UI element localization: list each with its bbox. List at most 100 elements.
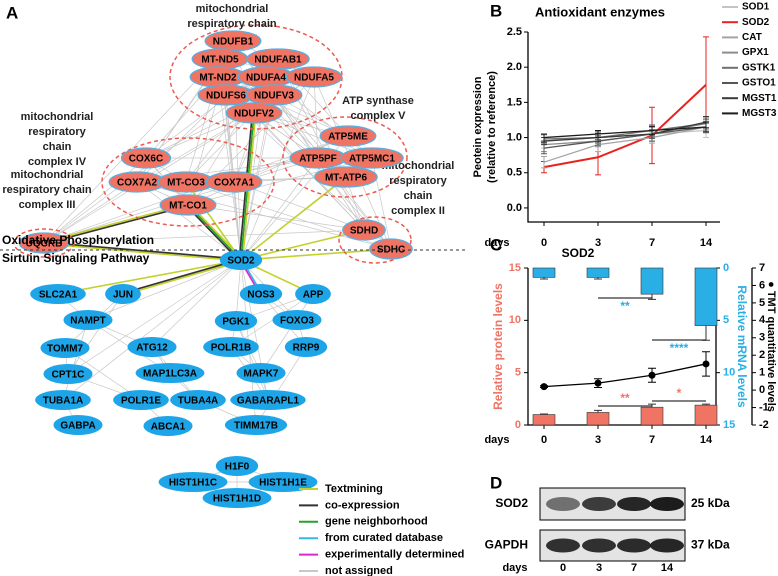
series-line xyxy=(543,126,707,139)
chart-title: SOD2 xyxy=(562,246,595,260)
series-line xyxy=(543,122,707,140)
cluster-label: respiratory chain xyxy=(187,18,277,30)
node-label: COX7A1 xyxy=(214,178,254,189)
network-edge xyxy=(233,181,365,231)
node-label: HIST1H1D xyxy=(213,494,261,505)
network-edge xyxy=(240,76,315,261)
network-edge xyxy=(43,229,365,244)
legend-label: MGST3 xyxy=(742,108,777,119)
node-label: NDUFS6 xyxy=(206,91,246,102)
data-point xyxy=(594,379,602,387)
cluster-outline xyxy=(282,116,408,198)
cluster-outline xyxy=(13,228,75,258)
node-label: NDUFA5 xyxy=(294,73,334,84)
error-bar xyxy=(594,277,602,280)
node-label: SOD2 xyxy=(227,256,255,267)
x-axis-label: days xyxy=(484,434,509,446)
node-label: H1F0 xyxy=(225,462,250,473)
panel-label: B xyxy=(490,1,502,20)
legend-label: not assigned xyxy=(325,565,393,576)
node-label: JUN xyxy=(113,290,133,301)
network-node xyxy=(285,66,343,88)
y-tick-label: 10 xyxy=(509,314,521,326)
network-node xyxy=(53,415,103,435)
y-tick-label: 3 xyxy=(759,332,765,344)
y-tick-label: 5 xyxy=(759,297,765,309)
y-tick-label: 1.0 xyxy=(507,131,522,143)
network-node xyxy=(35,390,91,410)
cluster-label: complex IV xyxy=(28,156,87,168)
bar xyxy=(640,267,664,295)
node-label: NDUFA4 xyxy=(246,73,286,84)
cluster-outline xyxy=(338,216,412,264)
network-edge xyxy=(217,76,242,261)
cluster-label: chain xyxy=(43,141,72,153)
node-label: MT-CO1 xyxy=(169,201,207,212)
error-bar xyxy=(702,325,710,341)
network-edge xyxy=(240,229,365,261)
y-tick-label: 10 xyxy=(723,367,735,379)
network-edge xyxy=(235,320,269,401)
cluster-label: respiratory chain xyxy=(2,184,92,196)
x-tick-label: 14 xyxy=(700,237,713,249)
y-tick-label: 0.5 xyxy=(507,167,522,179)
y-tick-label: 6 xyxy=(759,279,765,291)
network-node xyxy=(63,310,113,330)
node-label: NDUFB1 xyxy=(213,37,254,48)
node-label: HIST1H1C xyxy=(169,478,217,489)
y-tick-label: -1 xyxy=(759,401,769,413)
network-edge xyxy=(57,259,242,295)
network-edge xyxy=(136,94,227,183)
blot-band xyxy=(546,497,580,511)
network-edge xyxy=(187,204,365,231)
legend-label: gene neighborhood xyxy=(325,516,428,528)
blot-lane-label: 3 xyxy=(596,562,602,574)
y-tick-label: 0.0 xyxy=(507,202,522,214)
data-point xyxy=(702,360,710,368)
blot-band xyxy=(546,538,580,553)
node-label: ATG12 xyxy=(136,343,168,354)
significance-label: **** xyxy=(670,341,689,355)
network-edge xyxy=(62,319,89,401)
bar xyxy=(586,412,610,426)
node-label: NDUFV3 xyxy=(254,91,294,102)
network-node xyxy=(248,472,318,492)
blot-band xyxy=(650,497,684,511)
network-node xyxy=(215,456,259,476)
series-line xyxy=(543,121,707,142)
network-edge xyxy=(253,112,365,231)
blot-row-label: SOD2 xyxy=(495,496,528,510)
network-edge xyxy=(185,112,255,183)
network-node xyxy=(170,390,226,410)
node-label: MAPK7 xyxy=(243,369,278,380)
network-edge xyxy=(235,259,242,322)
y-tick-label: 7 xyxy=(759,262,765,274)
network-node xyxy=(239,284,283,304)
node-label: MAP1LC3A xyxy=(143,369,197,380)
cluster-label: respiratory xyxy=(28,126,86,138)
blot-size-label: 25 kDa xyxy=(691,496,730,510)
error-bar xyxy=(703,122,709,132)
blot-band xyxy=(582,497,616,511)
cluster-label: complex III xyxy=(19,199,76,211)
y2-axis-label: Relative mRNA levels xyxy=(735,285,749,408)
error-bar xyxy=(649,125,655,136)
cluster-label: mitochondrial xyxy=(196,3,269,15)
network-node xyxy=(340,147,404,169)
series-line xyxy=(543,84,707,169)
network-node xyxy=(245,84,303,106)
cluster-label: mitochondrial xyxy=(21,111,94,123)
network-edge xyxy=(122,259,242,295)
network-edge xyxy=(67,293,124,375)
legend-label: SOD2 xyxy=(742,17,770,28)
blot-lane-label: 14 xyxy=(661,562,674,574)
network-node xyxy=(43,364,93,384)
y-tick-label: 15 xyxy=(723,419,735,431)
y-axis-label: (relative to reference) xyxy=(486,71,498,183)
legend-label: co-expression xyxy=(325,499,400,511)
network-node xyxy=(30,284,86,304)
panel-label: C xyxy=(490,235,502,254)
error-bar xyxy=(541,133,547,142)
y-tick-label: 2.5 xyxy=(507,26,522,38)
node-label: MT-ND2 xyxy=(199,73,237,84)
